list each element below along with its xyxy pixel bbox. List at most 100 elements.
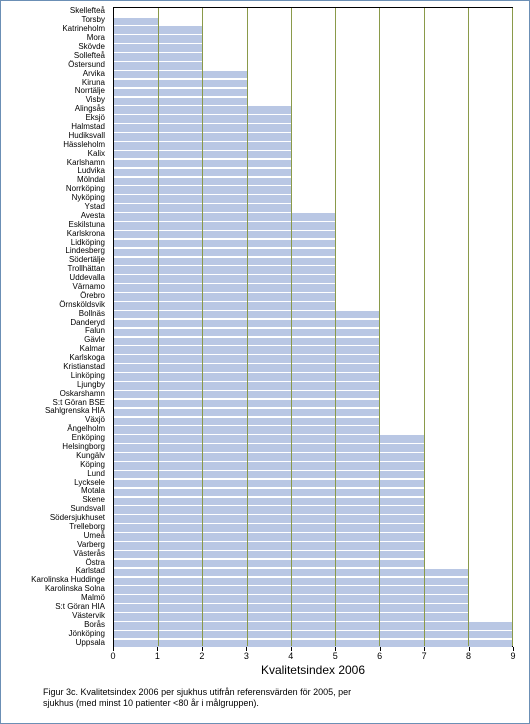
grid-line: [202, 8, 203, 646]
y-axis-label: Falun: [85, 327, 105, 335]
bar-row: [114, 169, 512, 177]
bar-row: [114, 364, 512, 372]
y-axis-label: Karolinska Huddinge: [31, 576, 105, 584]
y-axis-label: Sollefteå: [74, 52, 105, 60]
y-axis-label: Avesta: [81, 212, 105, 220]
bar-row: [114, 346, 512, 354]
bar: [114, 284, 335, 292]
bar-row: [114, 560, 512, 568]
chart-plot-area: [113, 7, 513, 647]
grid-line: [291, 8, 292, 646]
y-axis-label: Köping: [80, 461, 105, 469]
grid-line: [424, 8, 425, 646]
x-tick-label: 0: [110, 651, 115, 661]
x-tick-label: 7: [422, 651, 427, 661]
y-axis-label: Oskarshamn: [60, 390, 105, 398]
y-axis-label: Lidköping: [71, 239, 105, 247]
bar-row: [114, 151, 512, 159]
bars-layer: [114, 8, 512, 646]
y-axis-label: Karolinska Solna: [45, 585, 105, 593]
x-tick-label: 6: [377, 651, 382, 661]
bar-row: [114, 133, 512, 141]
bar: [114, 249, 335, 257]
y-axis-label: Visby: [86, 96, 105, 104]
x-tick-label: 9: [510, 651, 515, 661]
y-axis-label: Lycksele: [74, 479, 105, 487]
bar-row: [114, 631, 512, 639]
bar: [114, 213, 335, 221]
y-axis-label: Västervik: [72, 612, 105, 620]
y-axis-label: Nyköping: [72, 194, 105, 202]
bar-row: [114, 26, 512, 34]
y-axis-label: Eksjö: [85, 114, 105, 122]
bar-row: [114, 204, 512, 212]
y-axis-label: Karlskoga: [69, 354, 105, 362]
bar: [114, 462, 424, 470]
y-axis-label: Kalmar: [80, 345, 105, 353]
y-axis-label: Uppsala: [76, 639, 105, 647]
bar-row: [114, 320, 512, 328]
bar-row: [114, 213, 512, 221]
bar-row: [114, 586, 512, 594]
bar: [114, 480, 424, 488]
bar: [114, 98, 247, 106]
y-axis-label: Kungälv: [76, 452, 105, 460]
bar-row: [114, 302, 512, 310]
y-axis-label: Helsingborg: [62, 443, 105, 451]
grid-line: [468, 8, 469, 646]
y-axis-label: Malmö: [81, 594, 105, 602]
y-axis-label: Motala: [81, 487, 105, 495]
y-axis-label: Trelleborg: [69, 523, 105, 531]
grid-line: [379, 8, 380, 646]
y-axis-label: Kristianstad: [63, 363, 105, 371]
x-axis-title: Kvalitetsindex 2006: [113, 663, 513, 677]
y-axis-label: S:t Göran BSE: [53, 399, 105, 407]
y-axis-label: Jönköping: [69, 630, 105, 638]
y-axis-label: Gävle: [84, 336, 105, 344]
y-axis-label: Värnamo: [73, 283, 105, 291]
bar-row: [114, 426, 512, 434]
y-axis-label: Södertälje: [69, 256, 105, 264]
bar-row: [114, 409, 512, 417]
bar-row: [114, 391, 512, 399]
bar-row: [114, 258, 512, 266]
bar-row: [114, 471, 512, 479]
bar-row: [114, 595, 512, 603]
y-axis-label: Katrineholm: [62, 25, 105, 33]
bar: [114, 266, 335, 274]
y-axis-label: Ystad: [85, 203, 105, 211]
bar-row: [114, 551, 512, 559]
y-axis-label: Lund: [87, 470, 105, 478]
bar-row: [114, 98, 512, 106]
bar-row: [114, 498, 512, 506]
bar-row: [114, 284, 512, 292]
bar: [114, 489, 424, 497]
bar-row: [114, 569, 512, 577]
bar-row: [114, 489, 512, 497]
bar: [114, 71, 247, 79]
bar-row: [114, 444, 512, 452]
bar-row: [114, 89, 512, 97]
y-axis-label: Ludvika: [77, 167, 105, 175]
bar: [114, 231, 335, 239]
bar-row: [114, 435, 512, 443]
y-axis-label: Skellefteå: [70, 7, 105, 15]
y-axis-label: Lindesberg: [65, 247, 105, 255]
y-axis-label: Karlshamn: [67, 159, 105, 167]
bar-row: [114, 311, 512, 319]
bar-row: [114, 542, 512, 550]
chart-frame: SkellefteåTorsbyKatrineholmMoraSkövdeSol…: [0, 0, 530, 724]
y-axis-label: Örnsköldsvik: [59, 301, 105, 309]
bar-row: [114, 106, 512, 114]
bar: [114, 560, 424, 568]
bar-row: [114, 62, 512, 70]
y-axis-label: Östersund: [68, 61, 105, 69]
y-axis-label: Uddevalla: [69, 274, 105, 282]
bar-row: [114, 195, 512, 203]
x-tick-label: 5: [333, 651, 338, 661]
bar-row: [114, 115, 512, 123]
bar: [114, 622, 512, 630]
y-axis-label: Norrtälje: [75, 87, 105, 95]
y-axis-label: Linköping: [71, 372, 105, 380]
y-axis-label: Södersjukhuset: [50, 514, 105, 522]
